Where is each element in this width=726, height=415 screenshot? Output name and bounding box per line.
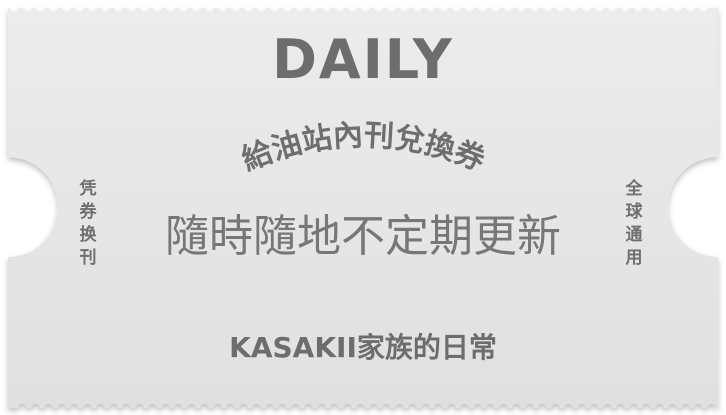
ticket-title: DAILY [272,28,454,91]
ticket-body [8,8,718,408]
ticket-footer: KASAKII家族的日常 [229,331,497,364]
right-vertical-label: 全球通用 [625,179,643,268]
ticket-subtitle: 隨時隨地不定期更新 [165,211,561,262]
left-vertical-label: 凭券换刊 [79,179,97,268]
